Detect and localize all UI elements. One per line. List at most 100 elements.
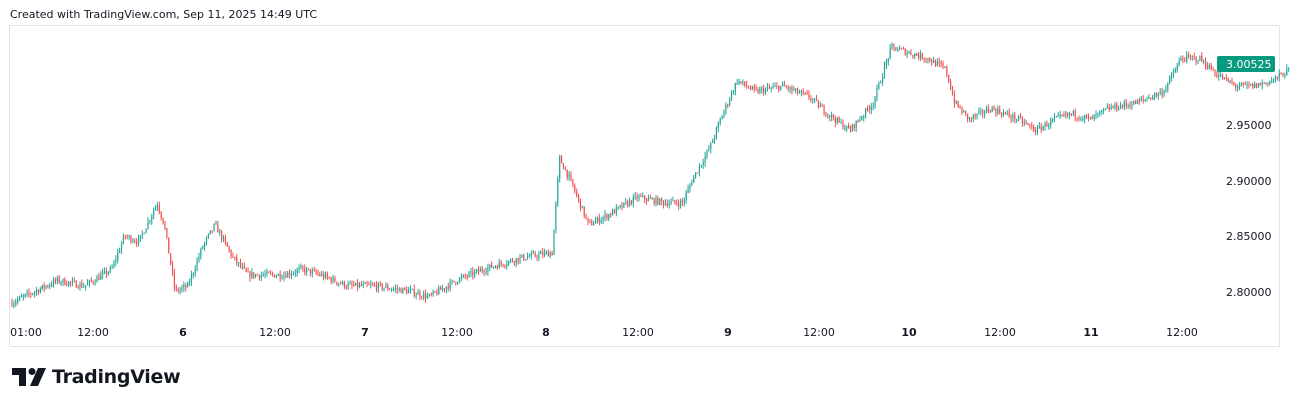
candle-body xyxy=(1172,72,1175,75)
candle-body xyxy=(41,285,43,289)
candle-body xyxy=(245,268,247,272)
candle-body xyxy=(914,53,916,57)
candle-body xyxy=(645,199,648,201)
candle-body xyxy=(562,163,565,170)
candle-body xyxy=(744,81,746,86)
candle-body xyxy=(625,201,627,203)
y-tick-label: 2.80000 xyxy=(1226,286,1272,299)
candle-body xyxy=(521,254,523,257)
candle-body xyxy=(1195,56,1197,62)
candle-body xyxy=(164,223,166,229)
candle-body xyxy=(105,270,108,275)
candle-body xyxy=(241,266,244,268)
candle-body xyxy=(1046,123,1048,127)
candle-body xyxy=(532,252,534,254)
x-tick-label: 12:00 xyxy=(803,326,835,339)
candle-body xyxy=(1229,81,1231,83)
candle-body xyxy=(1055,116,1057,118)
candle-body xyxy=(727,104,729,106)
candle-body xyxy=(511,259,514,262)
candle-body xyxy=(868,109,870,111)
candle-body xyxy=(1027,123,1029,125)
candle-body xyxy=(30,293,32,295)
candle-body xyxy=(194,268,196,274)
candle-body xyxy=(1157,93,1159,96)
candle-body xyxy=(1180,58,1182,62)
candle-body xyxy=(175,287,177,290)
candle-body xyxy=(1042,126,1044,131)
candle-body xyxy=(579,198,582,209)
candle-body xyxy=(685,192,687,201)
candle-body xyxy=(950,81,952,90)
candle-body xyxy=(963,111,965,113)
candle-body xyxy=(829,115,831,118)
candle-body xyxy=(1221,75,1224,79)
candle-body xyxy=(1238,86,1241,88)
candle-body xyxy=(392,288,395,290)
chart-frame[interactable] xyxy=(9,25,1280,347)
candle-body xyxy=(659,198,661,205)
candle-body xyxy=(162,217,164,224)
candle-body xyxy=(1033,126,1035,131)
candle-body xyxy=(693,176,695,183)
candle-body xyxy=(698,166,701,173)
candle-body xyxy=(69,281,72,283)
candle-body xyxy=(715,127,718,138)
candle-body xyxy=(219,231,221,233)
x-tick-label: 6 xyxy=(179,326,187,339)
candle-body xyxy=(725,104,727,111)
candle-body xyxy=(472,271,474,276)
candle-body xyxy=(553,229,555,255)
candle-body xyxy=(1242,83,1244,85)
candle-body xyxy=(447,286,449,289)
candle-body xyxy=(1051,119,1054,121)
x-tick-label: 01:00 xyxy=(10,326,42,339)
candle-body xyxy=(987,108,989,112)
candle-body xyxy=(202,246,204,249)
candle-body xyxy=(1144,99,1146,101)
candle-body xyxy=(221,231,223,240)
candle-body xyxy=(1050,119,1052,125)
candle-body xyxy=(1135,100,1137,105)
candle-body xyxy=(34,291,36,294)
candle-body xyxy=(653,198,655,204)
candle-body xyxy=(1053,117,1056,120)
candle-body xyxy=(968,117,971,120)
candle-body xyxy=(88,280,91,284)
candle-body xyxy=(1065,113,1067,116)
candle-body xyxy=(608,214,610,219)
candle-body xyxy=(1078,117,1080,120)
candle-body xyxy=(56,277,58,282)
candle-body xyxy=(32,293,34,295)
candle-body xyxy=(897,49,899,51)
candle-body xyxy=(508,261,510,265)
candle-body xyxy=(778,85,780,91)
candle-body xyxy=(742,81,744,83)
candle-body xyxy=(893,44,895,48)
candle-body xyxy=(411,288,413,290)
candle-body xyxy=(823,106,825,114)
candle-body xyxy=(642,195,644,197)
candle-body xyxy=(657,197,659,205)
candle-body xyxy=(375,285,378,290)
candle-body xyxy=(102,272,104,275)
candle-body xyxy=(1257,83,1260,88)
candle-body xyxy=(746,85,748,87)
tradingview-brand[interactable]: TradingView xyxy=(12,366,181,388)
candle-body xyxy=(66,284,68,286)
candle-body xyxy=(589,221,591,223)
candle-body xyxy=(900,48,903,50)
candle-body xyxy=(917,55,920,58)
candle-body xyxy=(285,275,287,278)
candle-body xyxy=(279,273,281,279)
candle-body xyxy=(355,282,357,286)
candle-body xyxy=(891,44,893,48)
candle-body xyxy=(1095,114,1097,116)
candle-body xyxy=(1250,84,1252,86)
candle-body xyxy=(623,202,625,208)
brand-name: TradingView xyxy=(52,366,181,388)
candle-body xyxy=(51,284,53,286)
candle-body xyxy=(883,65,886,78)
candle-body xyxy=(570,174,572,180)
